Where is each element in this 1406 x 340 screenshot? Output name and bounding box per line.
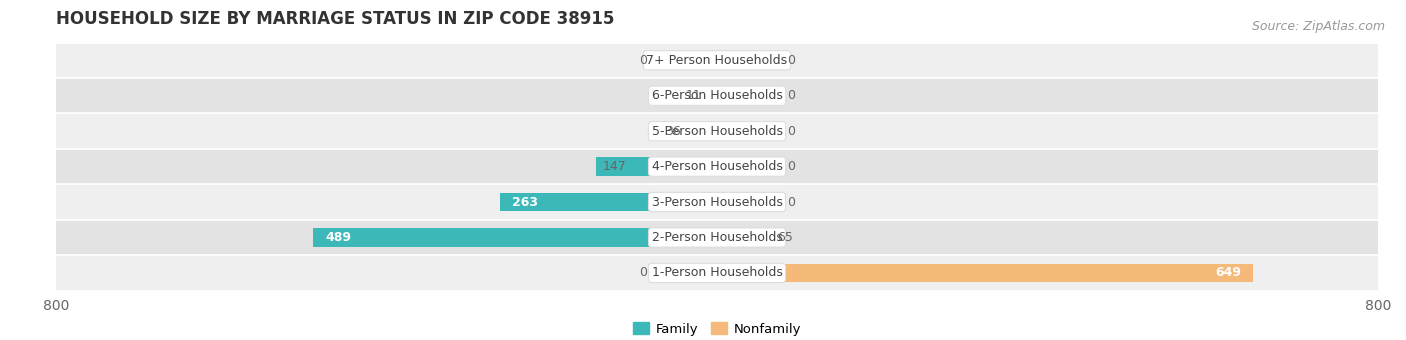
Text: 0: 0 bbox=[787, 54, 796, 67]
Text: Source: ZipAtlas.com: Source: ZipAtlas.com bbox=[1251, 20, 1385, 33]
Text: 65: 65 bbox=[778, 231, 793, 244]
Text: 263: 263 bbox=[512, 195, 538, 208]
Text: 1-Person Households: 1-Person Households bbox=[651, 267, 783, 279]
Bar bbox=[717, 264, 1253, 282]
Text: 5-Person Households: 5-Person Households bbox=[651, 125, 783, 138]
Text: 7+ Person Households: 7+ Person Households bbox=[647, 54, 787, 67]
Bar bbox=[56, 78, 1378, 114]
Bar bbox=[56, 220, 1378, 255]
Text: 0: 0 bbox=[787, 89, 796, 102]
Text: 0: 0 bbox=[787, 160, 796, 173]
Text: 147: 147 bbox=[602, 160, 626, 173]
Bar bbox=[717, 228, 770, 247]
Text: 6-Person Households: 6-Person Households bbox=[651, 89, 783, 102]
Text: 0: 0 bbox=[638, 267, 647, 279]
Bar bbox=[688, 122, 717, 140]
Bar bbox=[314, 228, 717, 247]
Text: 11: 11 bbox=[686, 89, 702, 102]
Bar bbox=[56, 114, 1378, 149]
Bar bbox=[709, 86, 717, 105]
Bar bbox=[56, 149, 1378, 184]
Bar bbox=[56, 255, 1378, 291]
Text: 36: 36 bbox=[665, 125, 681, 138]
Bar bbox=[596, 157, 717, 176]
Text: 3-Person Households: 3-Person Households bbox=[651, 195, 783, 208]
Bar bbox=[499, 193, 717, 211]
Text: 489: 489 bbox=[326, 231, 352, 244]
Text: 0: 0 bbox=[787, 195, 796, 208]
Legend: Family, Nonfamily: Family, Nonfamily bbox=[627, 317, 807, 340]
Bar bbox=[56, 42, 1378, 78]
Text: 4-Person Households: 4-Person Households bbox=[651, 160, 783, 173]
Text: 2-Person Households: 2-Person Households bbox=[651, 231, 783, 244]
Text: 0: 0 bbox=[638, 54, 647, 67]
Text: HOUSEHOLD SIZE BY MARRIAGE STATUS IN ZIP CODE 38915: HOUSEHOLD SIZE BY MARRIAGE STATUS IN ZIP… bbox=[56, 10, 614, 28]
Bar bbox=[56, 184, 1378, 220]
Text: 649: 649 bbox=[1215, 267, 1240, 279]
Text: 0: 0 bbox=[787, 125, 796, 138]
